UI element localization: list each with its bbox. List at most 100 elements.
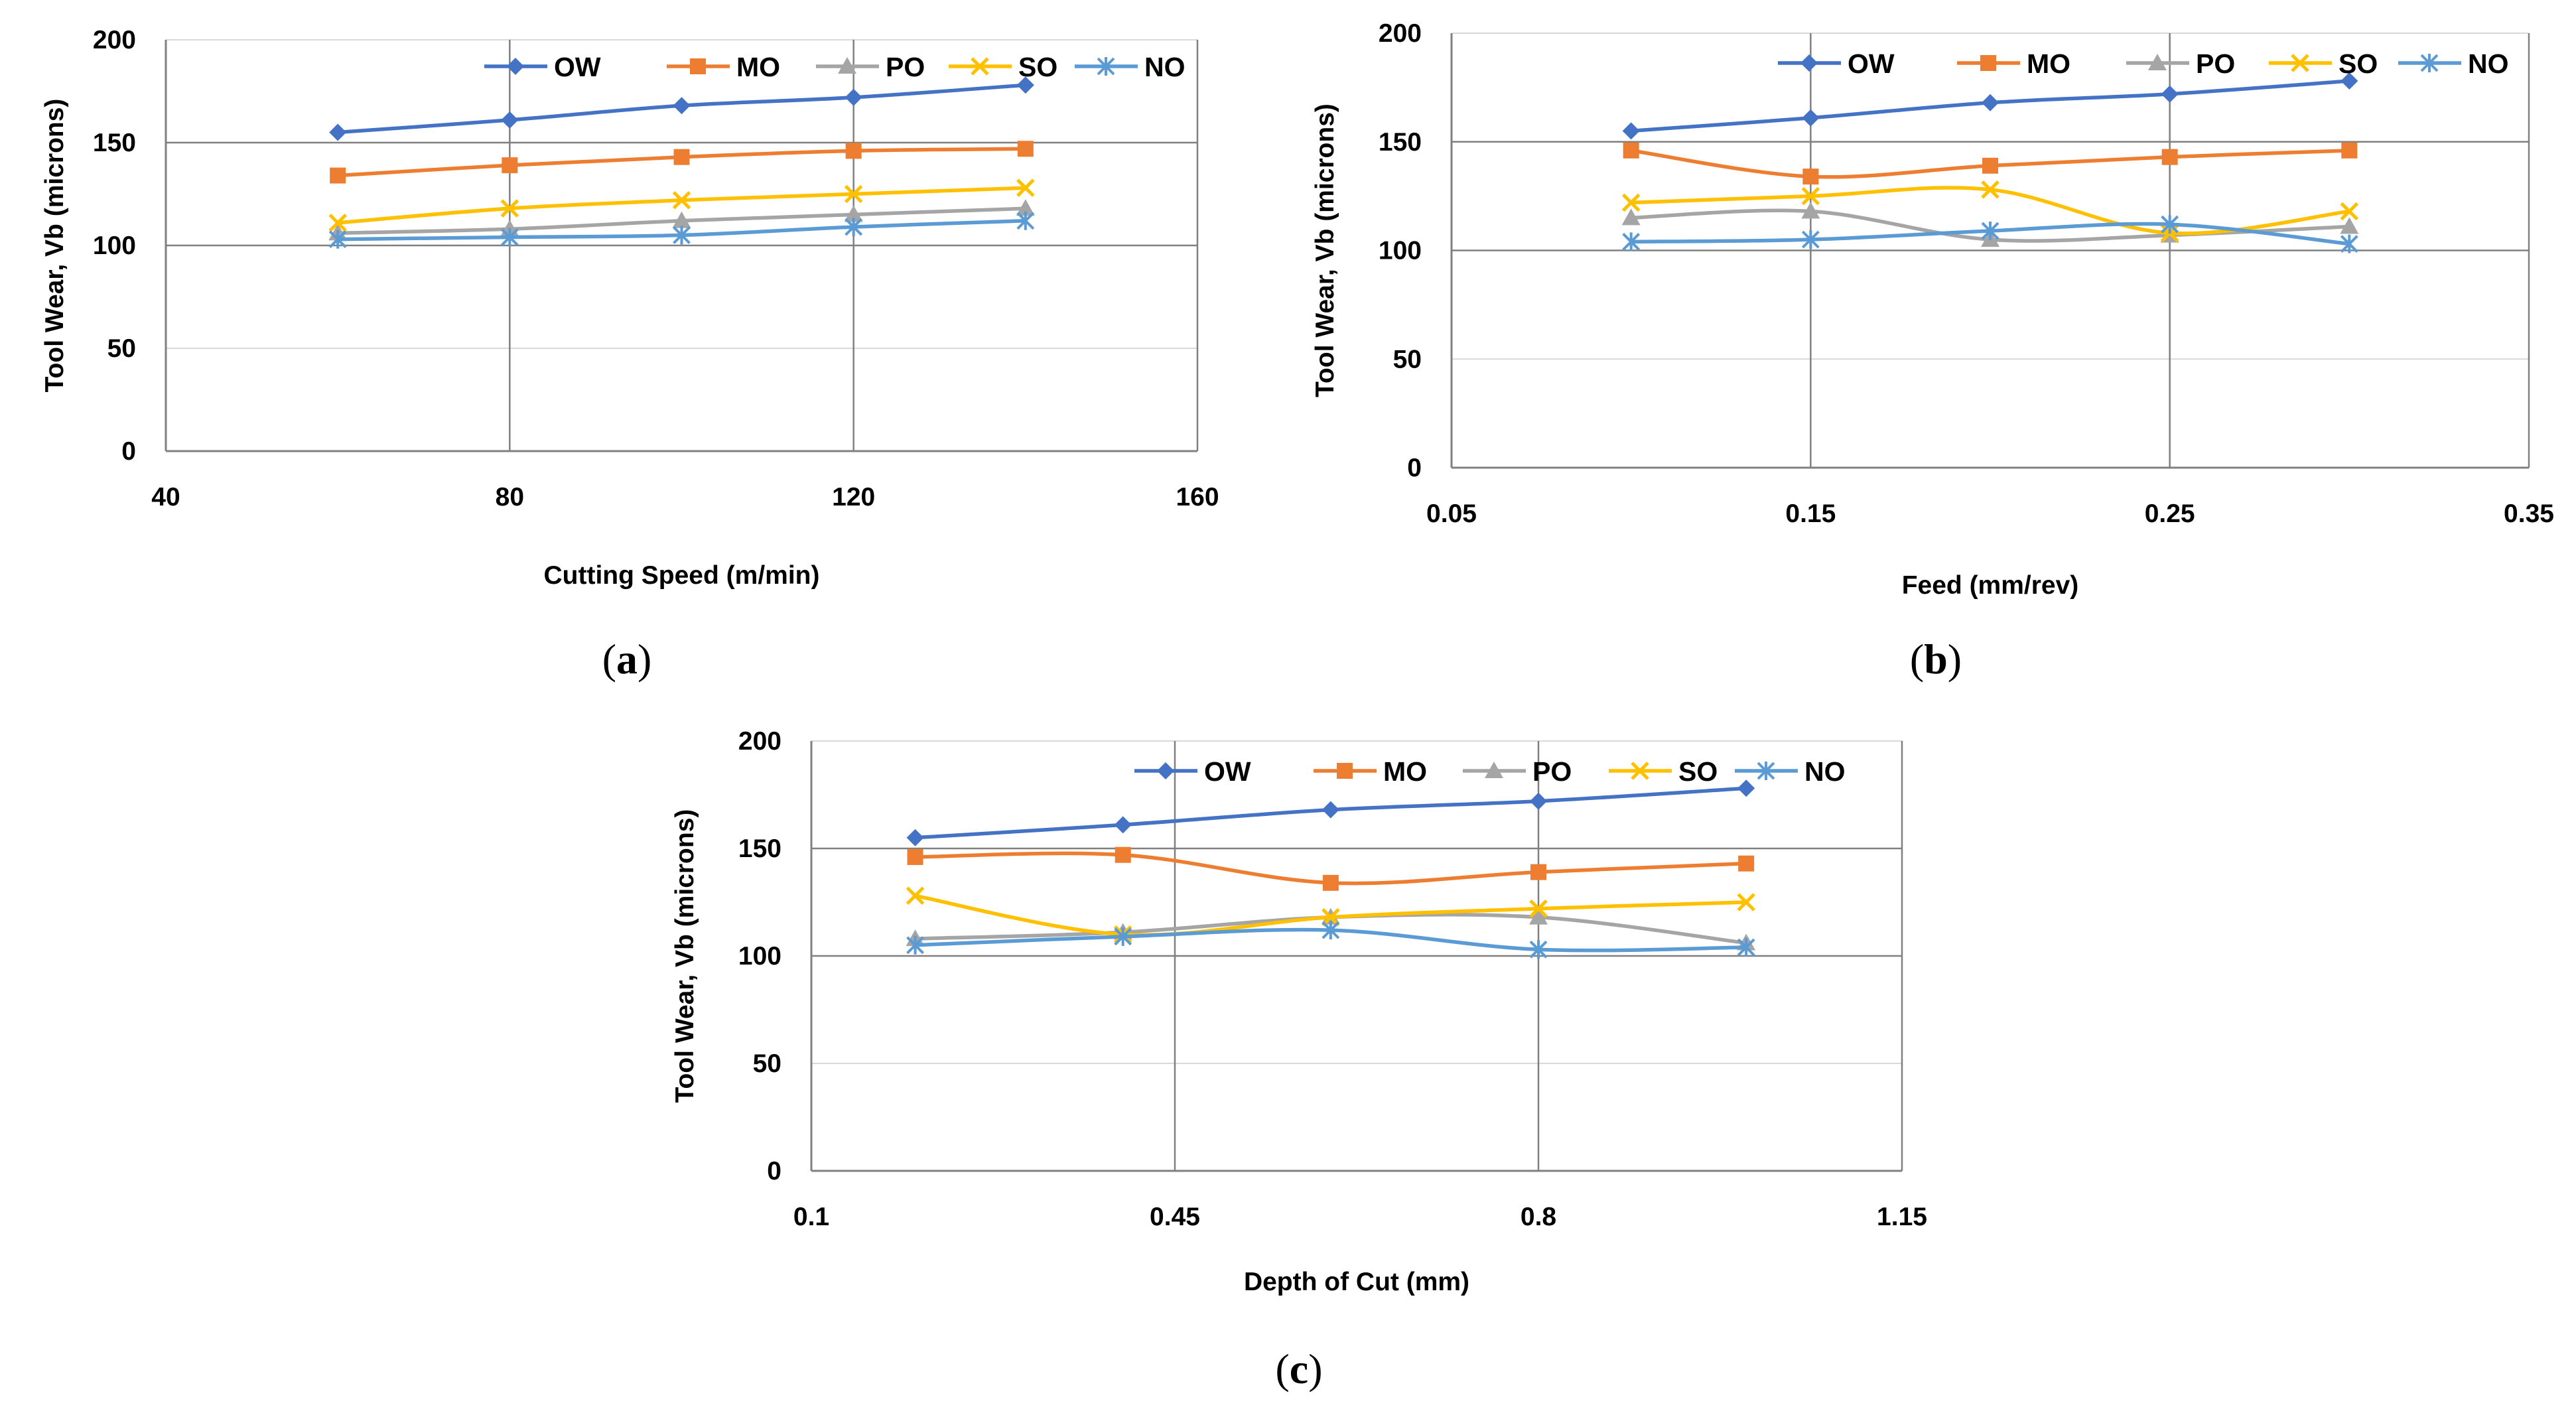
series-MO: [330, 141, 1034, 184]
legend-marker-MO: [1980, 55, 1996, 71]
data-point-NO: [2161, 215, 2179, 234]
y-tick-label: 0: [767, 1157, 781, 1185]
series-NO: [906, 921, 1755, 959]
y-tick-label: 50: [1393, 345, 1422, 373]
series-OW: [329, 76, 1034, 141]
data-point-SO: [1801, 186, 1820, 206]
y-tick-label: 150: [93, 129, 136, 157]
data-point-OW: [501, 111, 519, 129]
legend-label-NO: NO: [1144, 52, 1186, 82]
y-tick-label: 100: [738, 942, 781, 971]
x-tick-label: 0.15: [1785, 500, 1836, 528]
y-tick-label: 50: [107, 334, 136, 363]
data-point-SO: [1737, 893, 1755, 911]
caption-a: (a): [602, 636, 652, 683]
y-tick-label: 50: [753, 1049, 781, 1078]
data-point-PO: [1529, 907, 1548, 925]
data-point-SO: [1016, 178, 1035, 197]
data-point-SO: [1322, 907, 1340, 927]
data-point-NO: [1737, 938, 1755, 957]
series-OW: [1622, 72, 2358, 140]
legend-label-SO: SO: [1678, 756, 1718, 787]
x-tick-label: 40: [151, 483, 180, 511]
legend-label-PO: PO: [1532, 756, 1572, 787]
series-NO: [328, 211, 1035, 249]
data-point-NO: [2340, 234, 2358, 253]
legend-marker-SO: [1631, 762, 1649, 780]
data-point-SO: [672, 191, 691, 210]
legend-marker-NO: [1757, 762, 1775, 780]
data-point-PO: [1621, 208, 1641, 226]
data-point-NO: [845, 218, 863, 237]
caption-b-letter: b: [1924, 636, 1948, 683]
legend-label-MO: MO: [2027, 48, 2070, 79]
legend-marker-NO: [1097, 57, 1115, 76]
y-tick-label: 100: [1379, 237, 1422, 265]
y-axis-title: Tool Wear, Vb (microns): [671, 809, 699, 1103]
chart-a: 0 50 100 150 200 40 80 120 160 Cutting Speed (m/m…: [40, 26, 1219, 590]
x-tick-label: 0.05: [1426, 500, 1477, 528]
x-axis-title: Cutting Speed (m/min): [544, 561, 820, 590]
chart-b: 0 50 100 150 200 0.05 0.15 0.25 0.35 Feed (mm/rev…: [1311, 19, 2554, 600]
legend: OW MO PO SO NO: [484, 52, 1186, 82]
data-point-PO: [2340, 217, 2359, 234]
series-MO: [1623, 142, 2358, 185]
caption-c-letter: c: [1290, 1345, 1308, 1392]
legend-marker-OW: [1800, 54, 1818, 72]
data-point-OW: [1530, 792, 1547, 810]
data-point-SO: [500, 199, 519, 218]
data-point-MO: [1115, 846, 1131, 863]
legend-marker-OW: [1157, 762, 1174, 779]
legend-label-SO: SO: [1018, 52, 1057, 82]
data-point-MO: [1322, 874, 1339, 891]
legend-marker-MO: [690, 58, 706, 74]
data-point-MO: [1738, 855, 1755, 872]
data-point-OW: [1802, 109, 1820, 127]
data-point-MO: [673, 149, 690, 165]
data-point-MO: [2161, 149, 2178, 165]
legend-label-PO: PO: [886, 52, 925, 82]
data-point-SO: [1529, 899, 1548, 918]
x-tick-label: 0.8: [1521, 1203, 1556, 1231]
data-point-OW: [2161, 85, 2179, 103]
data-point-MO: [845, 143, 862, 159]
data-point-PO: [1016, 199, 1035, 216]
legend: OW MO PO SO NO: [1778, 48, 2509, 79]
x-axis-title: Feed (mm/rev): [1902, 571, 2079, 600]
y-tick-label: 150: [738, 835, 781, 863]
y-tick-label: 200: [1379, 19, 1422, 48]
data-point-NO: [906, 935, 924, 955]
data-point-SO: [906, 886, 925, 906]
legend-marker-OW: [507, 58, 524, 75]
data-point-MO: [907, 848, 923, 865]
data-point-OW: [1322, 801, 1339, 819]
data-point-OW: [1622, 122, 1640, 140]
data-point-OW: [2340, 72, 2358, 90]
legend-label-NO: NO: [1804, 756, 1846, 787]
y-tick-label: 0: [1407, 454, 1422, 482]
legend-label-OW: OW: [554, 52, 601, 82]
data-point-NO: [1801, 230, 1820, 249]
data-point-NO: [1529, 940, 1548, 959]
chart-c: 0 50 100 150 200 0.1 0.45 0.8 1.15 Depth of Cut (…: [671, 727, 1927, 1296]
data-point-OW: [845, 88, 862, 106]
x-tick-label: 1.15: [1877, 1203, 1927, 1231]
data-point-NO: [1622, 232, 1641, 251]
data-point-MO: [1623, 142, 1639, 159]
data-point-OW: [906, 829, 924, 846]
legend-label-OW: OW: [1204, 756, 1251, 787]
x-tick-label: 0.35: [2504, 500, 2554, 528]
x-tick-label: 0.1: [793, 1203, 829, 1231]
legend-marker-NO: [2420, 54, 2439, 72]
data-point-NO: [1114, 927, 1132, 946]
legend-marker-SO: [971, 57, 989, 76]
x-tick-label: 160: [1176, 483, 1219, 511]
data-point-OW: [329, 123, 347, 141]
data-point-MO: [1017, 141, 1034, 157]
data-point-PO: [672, 211, 691, 228]
data-point-SO: [328, 214, 347, 232]
data-point-MO: [2341, 142, 2358, 159]
data-point-MO: [1982, 157, 1998, 174]
caption-c: (c): [1275, 1345, 1322, 1392]
